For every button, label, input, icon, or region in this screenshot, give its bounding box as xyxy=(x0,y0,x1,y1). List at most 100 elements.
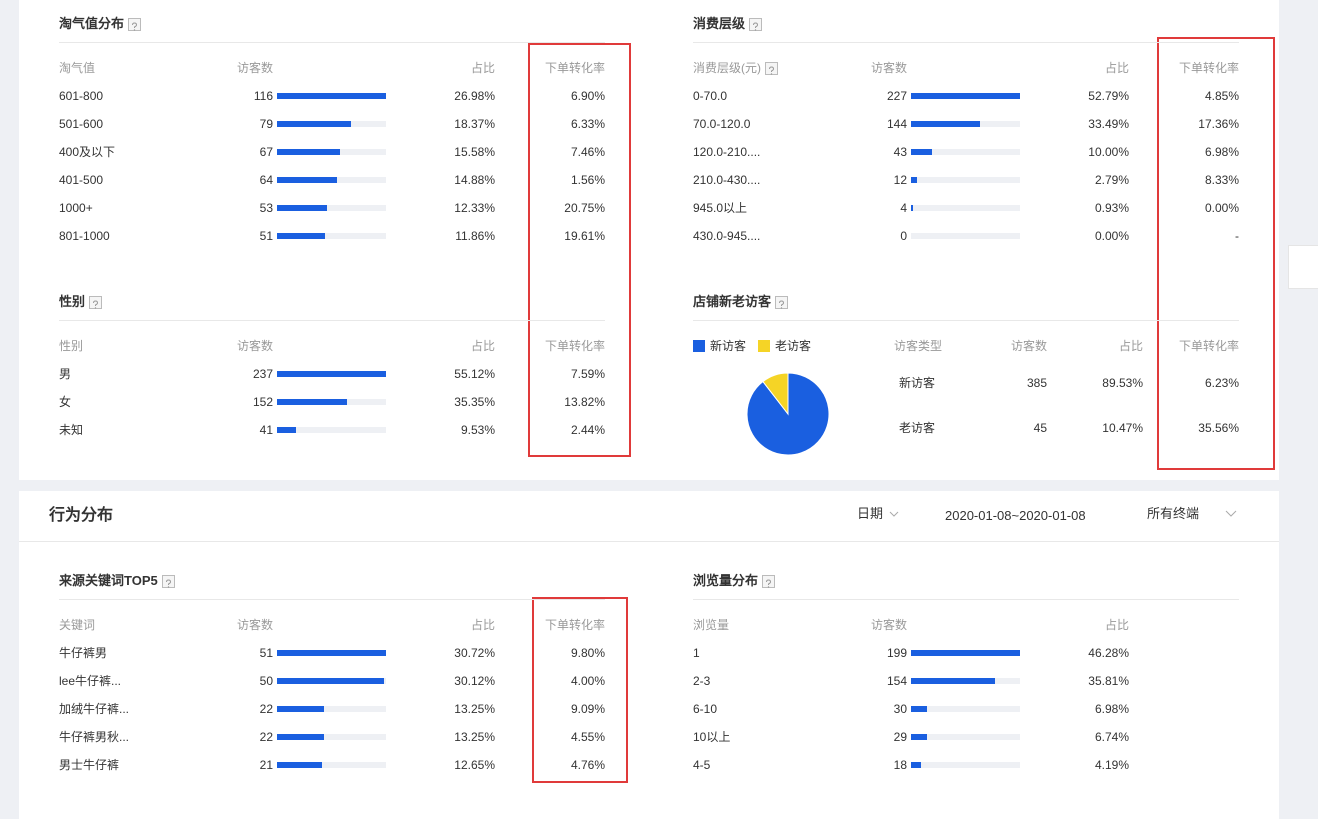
conversion-rate: 8.33% xyxy=(1204,173,1239,187)
profile-card xyxy=(19,0,1279,480)
visitor-count: 154 xyxy=(886,674,907,688)
help-glyph xyxy=(132,22,138,31)
share: 9.53% xyxy=(460,423,495,437)
bar-track xyxy=(911,678,1020,684)
conversion-rate: 13.82% xyxy=(564,395,605,409)
bar xyxy=(277,399,347,405)
bar-track xyxy=(911,233,1020,239)
visitor-count: 22 xyxy=(259,730,273,744)
bar-track xyxy=(277,734,386,740)
row-label: 1 xyxy=(693,646,700,660)
conversion-rate: 4.76% xyxy=(570,758,605,772)
bar-track xyxy=(277,678,386,684)
terminal-filter[interactable]: 所有终端 xyxy=(1147,506,1200,521)
bar-track xyxy=(911,121,1020,127)
bar xyxy=(277,371,386,377)
section-title: 浏览量分布 xyxy=(693,573,759,588)
row-label: 210.0-430.... xyxy=(693,173,761,187)
help-icon[interactable] xyxy=(775,296,788,309)
visitor-count: 237 xyxy=(252,367,273,381)
visitor-count: 22 xyxy=(259,702,273,716)
divider xyxy=(693,42,1239,43)
row-label: 男士牛仔裤 xyxy=(59,758,120,772)
side-tab[interactable] xyxy=(1288,245,1318,289)
visitor-count: 50 xyxy=(259,674,273,688)
help-icon[interactable] xyxy=(128,18,141,31)
row-label: 加绒牛仔裤... xyxy=(59,702,130,716)
visitor-count: 18 xyxy=(893,758,907,772)
conversion-rate: 4.85% xyxy=(1204,89,1239,103)
share: 52.79% xyxy=(1088,89,1129,103)
help-icon[interactable] xyxy=(749,18,762,31)
row-label: 430.0-945.... xyxy=(693,229,761,243)
help-icon[interactable] xyxy=(89,296,102,309)
bar-track xyxy=(277,650,386,656)
bar xyxy=(911,205,913,211)
help-icon[interactable] xyxy=(762,575,775,588)
date-filter[interactable]: 日期 xyxy=(857,506,884,521)
help-glyph xyxy=(779,300,785,309)
share: 33.49% xyxy=(1088,117,1129,131)
bar xyxy=(277,762,322,768)
row-label: 2-3 xyxy=(693,674,711,688)
row-label: 120.0-210.... xyxy=(693,145,761,159)
pie-slice xyxy=(762,372,789,416)
conversion-rate: - xyxy=(1235,229,1239,243)
share: 12.65% xyxy=(454,758,495,772)
column-header: 访客数 xyxy=(1010,339,1047,353)
column-header: 访客数 xyxy=(236,339,273,353)
chevron[interactable] xyxy=(1225,510,1237,517)
conversion-rate: 1.56% xyxy=(570,173,605,187)
row-label: 男 xyxy=(59,367,72,381)
bar-track xyxy=(911,177,1020,183)
bar xyxy=(911,734,927,740)
row-label: 601-800 xyxy=(59,89,104,103)
share: 0.00% xyxy=(1094,229,1129,243)
share: 55.12% xyxy=(454,367,495,381)
share: 2.79% xyxy=(1094,173,1129,187)
share: 30.12% xyxy=(454,674,495,688)
conversion-rate: 6.98% xyxy=(1204,145,1239,159)
chevron[interactable] xyxy=(889,511,899,517)
pie-slice xyxy=(746,372,830,456)
column-header: 占比 xyxy=(470,618,495,632)
divider xyxy=(693,320,1239,321)
section-title: 店铺新老访客 xyxy=(693,294,772,309)
row-label: 945.0以上 xyxy=(693,201,748,215)
bar-track xyxy=(277,121,386,127)
visitor-count: 29 xyxy=(893,730,907,744)
highlight-box xyxy=(532,597,628,783)
legend-swatch xyxy=(693,340,705,352)
visitor-count: 67 xyxy=(259,145,273,159)
row-label: 牛仔裤男秋... xyxy=(59,730,130,744)
share: 30.72% xyxy=(454,646,495,660)
share: 26.98% xyxy=(454,89,495,103)
visitor-count: 79 xyxy=(259,117,273,131)
legend-label: 新访客 xyxy=(710,339,747,353)
help-icon[interactable] xyxy=(765,62,778,75)
visitor-count: 64 xyxy=(259,173,273,187)
help-glyph xyxy=(93,300,99,309)
column-header: 占比 xyxy=(1104,618,1129,632)
bar xyxy=(277,149,340,155)
conversion-rate: 7.59% xyxy=(570,367,605,381)
share: 11.86% xyxy=(455,229,495,243)
divider xyxy=(59,599,605,600)
share: 6.74% xyxy=(1094,730,1129,744)
section-title: 来源关键词TOP5 xyxy=(59,573,158,588)
row-label: 未知 xyxy=(59,423,84,437)
conversion-rate: 7.46% xyxy=(570,145,605,159)
row-label: 400及以下 xyxy=(59,145,116,159)
column-header: 下单转化率 xyxy=(544,618,605,632)
column-header: 访客数 xyxy=(870,618,907,632)
bar xyxy=(277,427,296,433)
section-title: 行为分布 xyxy=(49,507,114,524)
column-header: 访客数 xyxy=(870,61,907,75)
date-range[interactable]: 2020-01-08~2020-01-08 xyxy=(945,508,1086,523)
visitor-count: 45 xyxy=(1033,421,1047,435)
bar-track xyxy=(277,427,386,433)
help-icon[interactable] xyxy=(162,575,175,588)
bar-track xyxy=(911,93,1020,99)
visitor-count: 43 xyxy=(893,145,907,159)
row-label: 4-5 xyxy=(693,758,711,772)
